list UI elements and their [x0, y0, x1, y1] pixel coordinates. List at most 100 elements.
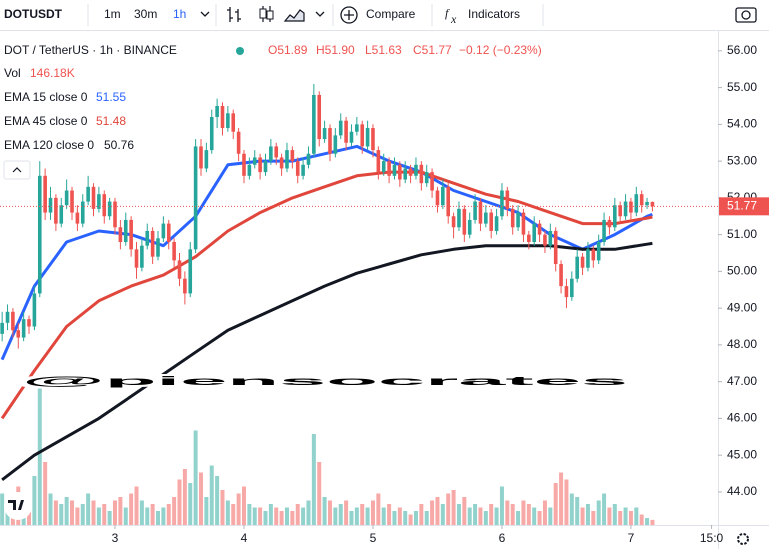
volume-bar [306, 500, 311, 525]
interval-active[interactable]: 1h [173, 7, 186, 21]
y-tick-label: 47.00 [727, 374, 757, 388]
volume-bar [274, 507, 279, 525]
volume-bar [317, 462, 322, 525]
candles-icon[interactable] [259, 8, 267, 19]
volume-bar [37, 388, 42, 525]
candle-body [408, 168, 413, 176]
volume-bar [134, 486, 139, 525]
y-tick-label: 51.00 [727, 227, 757, 241]
area-icon[interactable] [283, 9, 305, 22]
volume-bar [96, 507, 101, 525]
volume-bar [64, 497, 69, 525]
indicators-button[interactable]: Indicators [468, 7, 520, 21]
volume-bar [483, 511, 488, 525]
symbol[interactable]: DOTUSDT [4, 7, 63, 21]
y-tick-label: 48.00 [727, 337, 757, 351]
compare-icon[interactable] [344, 10, 354, 20]
candle-body [59, 205, 64, 224]
legend-name: EMA 45 close 0 [4, 114, 88, 128]
volume-bar [618, 511, 623, 525]
candle-body [527, 234, 531, 242]
volume-bar [225, 500, 230, 525]
volume-bar [354, 507, 359, 525]
compare-icon[interactable] [340, 6, 358, 24]
volume-bar [231, 504, 236, 525]
candle-body [473, 201, 477, 220]
x-tick-label: 7 [628, 531, 635, 545]
y-tick-label: 45.00 [727, 447, 757, 461]
volume-bar [236, 493, 241, 525]
volume-bar [607, 507, 612, 525]
candle-body [591, 249, 596, 261]
bars-icon[interactable] [227, 7, 241, 22]
candle-body [553, 230, 558, 265]
candle-body [5, 311, 10, 323]
candle-body [107, 201, 112, 217]
volume-bar [247, 504, 252, 525]
volume-bar [150, 504, 155, 525]
candle-body [183, 278, 187, 294]
volume-bar [48, 493, 53, 525]
candle-body [102, 194, 107, 217]
candle-body [355, 124, 359, 132]
candle-body [494, 216, 499, 231]
interval[interactable]: 1m [104, 7, 121, 21]
volume-bar [639, 514, 644, 525]
candle-body [113, 201, 117, 228]
volume-bar [322, 497, 327, 525]
volume-bar [349, 511, 354, 525]
x-tick-label: 4 [241, 531, 248, 545]
candle-body [596, 241, 601, 261]
legend-value: 51.48 [96, 114, 126, 128]
interval[interactable]: 30m [134, 7, 157, 21]
collapse-button[interactable] [3, 160, 31, 180]
candle-body [247, 164, 252, 176]
volume-bar [70, 500, 75, 525]
compare-button[interactable]: Compare [366, 7, 416, 21]
candle-body [344, 120, 348, 143]
candle-body [623, 201, 628, 217]
indicators-icon[interactable]: f [445, 6, 450, 20]
volume-bar [408, 514, 413, 525]
toolbar [0, 0, 769, 30]
candle-body [27, 319, 31, 327]
candle-body [269, 146, 273, 162]
dropdown-icon[interactable] [200, 11, 210, 17]
candle-body [204, 150, 209, 169]
settings-icon[interactable] [737, 533, 749, 545]
candle-body [489, 212, 494, 231]
volume-bar [623, 507, 628, 525]
volume-bar [575, 497, 580, 525]
camera-icon[interactable] [741, 10, 751, 20]
candle-body [414, 164, 418, 176]
volume-bar [360, 504, 365, 525]
volume-bar [284, 507, 289, 525]
candle-body [145, 230, 150, 246]
logo [8, 500, 24, 510]
volume-bar [279, 511, 284, 525]
candle-body [510, 208, 515, 228]
volume-bar [113, 500, 118, 525]
dropdown-icon[interactable] [315, 11, 325, 17]
candles-icon[interactable] [266, 10, 274, 20]
candle-body [435, 190, 440, 206]
volume-bar [59, 504, 64, 525]
volume-bar [499, 486, 504, 525]
camera-icon[interactable] [735, 7, 757, 23]
candle-body [209, 117, 214, 151]
candle-body [285, 150, 289, 169]
collapse-icon[interactable] [12, 167, 22, 173]
volume-bar [139, 500, 144, 525]
volume-bar [344, 500, 349, 525]
candle-body [333, 135, 338, 154]
volume-bar [413, 511, 418, 525]
volume-bar [650, 519, 655, 525]
legend-name: EMA 120 close 0 [4, 138, 94, 152]
volume-bar [591, 511, 596, 525]
candle-body [650, 201, 655, 207]
indicators-icon[interactable]: x [450, 12, 457, 26]
candle-body [500, 190, 504, 217]
candle-body [607, 219, 612, 228]
candle-body [118, 227, 123, 242]
volume-bar [585, 504, 590, 525]
